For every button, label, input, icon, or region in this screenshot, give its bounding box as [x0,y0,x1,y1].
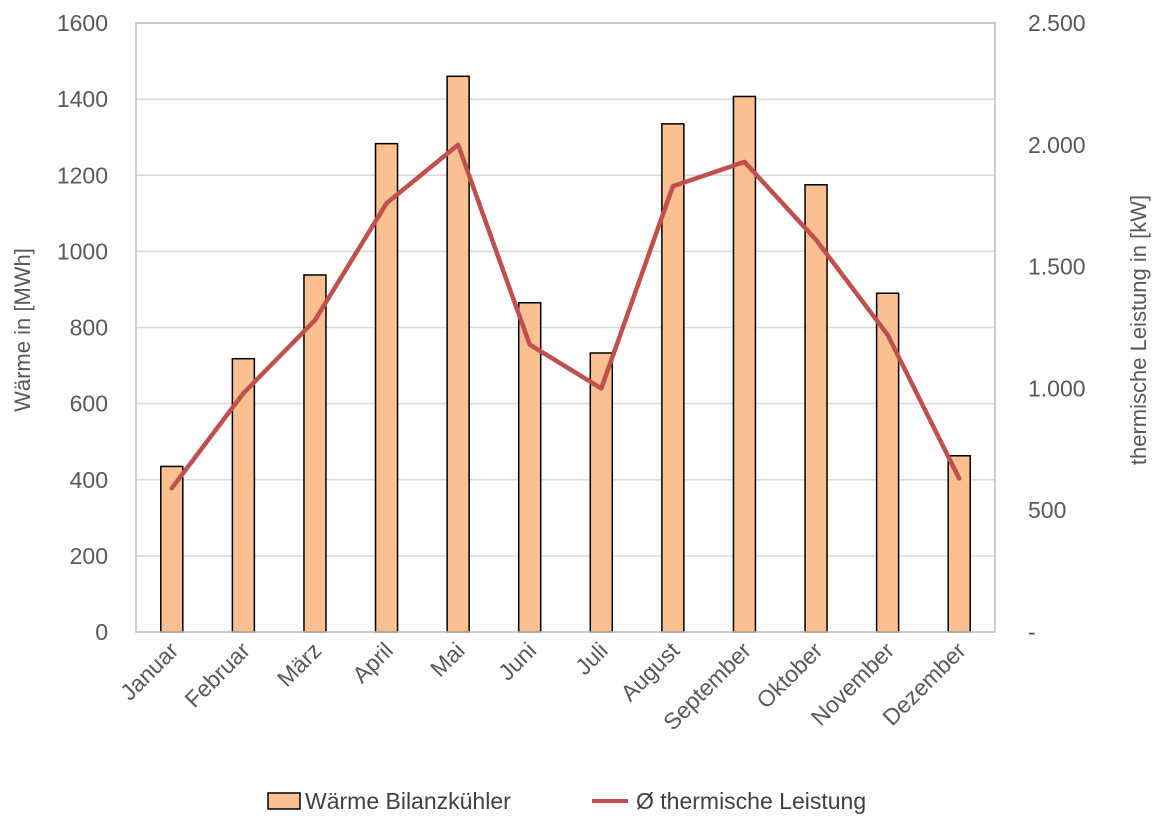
y-tick-label: 1200 [57,162,108,188]
x-tick-label: August [615,637,684,706]
y2-tick-label: 500 [1028,497,1066,523]
line-series [169,142,962,491]
y2-tick-label: 2.000 [1028,132,1086,158]
y2-tick-label: 1.000 [1028,375,1086,401]
bar [160,465,184,633]
y-tick-label: 1400 [57,86,108,112]
y2-tick-label: 1.500 [1028,254,1086,280]
legend: Wärme Bilanzkühler Ø thermische Leistung [267,788,866,814]
x-tick-label: April [347,637,398,688]
y-tick-label: 400 [70,467,108,493]
bar [231,357,256,633]
y2-tick-label: 2.500 [1028,10,1086,36]
plot-frame [135,22,996,633]
y-axis-title: Wärme in [MWh] [10,248,35,412]
right-axis-tick-labels: - 500 1.000 1.500 2.000 2.500 [1028,10,1086,645]
left-axis-tick-labels: 0 200 400 600 800 1000 1200 1400 1600 [57,10,108,645]
y2-axis-title: thermische Leistung in [kW] [1126,195,1151,465]
bar [589,352,614,633]
bar [732,95,757,633]
legend-label-line: Ø thermische Leistung [636,788,866,814]
x-tick-label: Juni [493,637,541,685]
y2-tick-label: - [1028,619,1036,645]
bar [947,455,971,633]
series-line [169,142,962,491]
bar [661,123,685,633]
x-tick-label: Mai [425,637,470,682]
y-tick-label: 1000 [57,238,108,264]
bar [517,302,542,633]
y-tick-label: 1600 [57,10,108,36]
y-tick-label: 0 [95,619,108,645]
y-tick-label: 800 [70,315,108,341]
x-tick-label: März [272,637,327,692]
gridlines [136,22,995,633]
x-tick-label: Februar [180,637,256,713]
y-tick-label: 600 [70,391,108,417]
legend-swatch-bar [267,792,301,810]
y-tick-label: 200 [70,543,108,569]
legend-label-bar: Wärme Bilanzkühler [305,788,511,814]
x-tick-label: Januar [115,637,183,705]
x-tick-label: Juli [570,637,613,680]
bar [875,292,900,633]
